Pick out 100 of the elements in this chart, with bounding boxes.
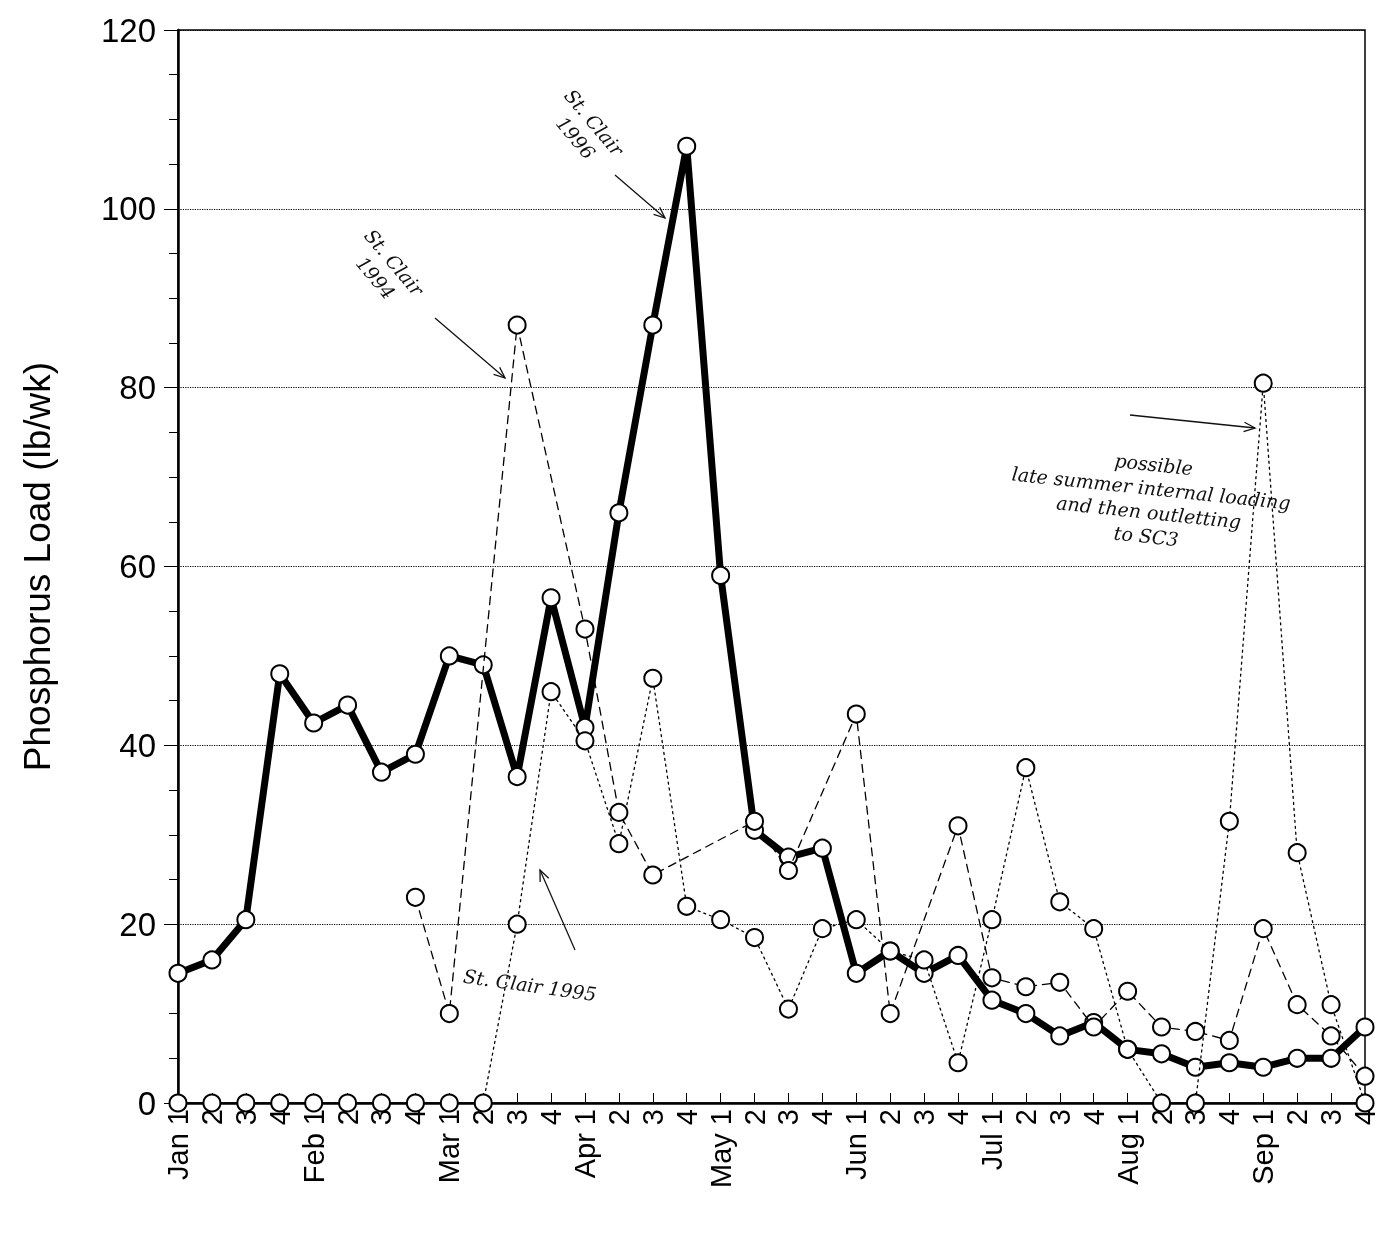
x-tick-label: Sep 1 <box>1247 1109 1280 1185</box>
point <box>609 802 629 822</box>
x-tick-label: Feb 1 <box>297 1109 330 1184</box>
point <box>643 315 663 335</box>
point <box>1219 811 1239 831</box>
x-tick-label: 3 <box>908 1109 941 1126</box>
x-tick-label: Apr 1 <box>568 1109 601 1179</box>
x-tick-label: 4 <box>806 1109 839 1126</box>
point <box>1321 995 1341 1015</box>
x-tick-label: 4 <box>1077 1109 1110 1126</box>
point <box>846 704 866 724</box>
x-tick-label: Jan 1 <box>162 1109 194 1180</box>
x-tick-label: 3 <box>772 1109 805 1126</box>
x-tick-label: 4 <box>1349 1109 1381 1126</box>
point <box>1219 1030 1239 1050</box>
point <box>1152 1017 1172 1037</box>
x-tick-label: 2 <box>738 1109 771 1126</box>
x-tick-label: 4 <box>399 1109 432 1126</box>
point <box>473 655 493 675</box>
x-tick-label: 2 <box>1145 1109 1178 1126</box>
annotation: St. Clair 1995 <box>462 964 598 1006</box>
y-tick-label: 20 <box>119 905 156 943</box>
point <box>439 1004 459 1024</box>
point <box>1287 1048 1307 1068</box>
point <box>948 1053 968 1073</box>
y-tick-label: 100 <box>100 190 156 228</box>
point <box>609 834 629 854</box>
x-tick-label: 2 <box>874 1109 907 1126</box>
x-tick-label: 4 <box>263 1109 296 1126</box>
x-tick-label: 3 <box>1043 1109 1076 1126</box>
y-tick-label: 60 <box>119 548 156 585</box>
point <box>372 762 391 782</box>
point <box>982 968 1002 988</box>
point <box>1185 1057 1205 1077</box>
x-tick-label: 2 <box>1009 1109 1042 1126</box>
x-tick-label: 3 <box>636 1109 669 1126</box>
point <box>1253 919 1273 939</box>
point <box>507 914 527 934</box>
point <box>304 713 324 733</box>
x-tick-label: 3 <box>1179 1109 1212 1126</box>
point <box>1050 972 1070 992</box>
point <box>609 503 629 523</box>
point <box>405 887 425 907</box>
point <box>948 945 968 965</box>
x-tick-label: Jul 1 <box>975 1109 1008 1171</box>
point <box>1016 977 1036 997</box>
point <box>1185 1021 1205 1041</box>
annotation: possible late summer internal loading and then outletting to SC3 <box>1010 449 1292 551</box>
point <box>812 838 832 858</box>
point <box>575 619 595 639</box>
point <box>711 565 731 585</box>
y-tick-label: 0 <box>137 1084 156 1122</box>
point <box>405 1093 425 1113</box>
point <box>812 919 832 939</box>
point <box>507 315 527 335</box>
x-tick-label: 3 <box>229 1109 262 1126</box>
point <box>270 1093 290 1113</box>
point <box>541 682 561 702</box>
point <box>507 767 527 787</box>
y-tick-label: 40 <box>119 726 156 764</box>
y-tick-label: 120 <box>100 11 156 49</box>
x-tick-label: Aug 1 <box>1111 1109 1144 1185</box>
point <box>270 664 290 684</box>
point <box>1321 1026 1341 1046</box>
x-tick-label: May 1 <box>704 1109 737 1188</box>
x-tick-label: 2 <box>195 1109 228 1126</box>
point <box>1253 1057 1273 1077</box>
x-tick-label: 3 <box>501 1109 534 1126</box>
point <box>338 695 358 715</box>
point <box>405 744 425 764</box>
point <box>1016 758 1036 778</box>
point <box>880 1004 900 1024</box>
point <box>778 861 798 881</box>
point <box>846 963 866 983</box>
point <box>1118 981 1138 1001</box>
point <box>1050 1026 1070 1046</box>
y-axis-title: Phosphorus Load (lb/wk) <box>17 361 58 772</box>
point <box>982 910 1002 930</box>
point <box>202 950 222 970</box>
point <box>1321 1048 1341 1068</box>
point <box>1050 892 1070 912</box>
point <box>1355 1017 1375 1037</box>
point <box>541 588 561 608</box>
point <box>1355 1066 1375 1086</box>
point <box>711 910 731 930</box>
x-tick-label: 2 <box>331 1109 364 1126</box>
point <box>1355 1093 1375 1113</box>
point <box>677 896 697 916</box>
point <box>1219 1053 1239 1073</box>
x-tick-label: 3 <box>1315 1109 1348 1126</box>
point <box>1016 1004 1036 1024</box>
point <box>439 646 459 666</box>
x-tick-label: 2 <box>467 1109 500 1126</box>
point <box>778 999 798 1019</box>
x-tick-label: 2 <box>1281 1109 1314 1126</box>
x-tick-label: 2 <box>602 1109 635 1126</box>
point <box>745 928 765 948</box>
point <box>1287 843 1307 863</box>
point <box>643 668 663 688</box>
point <box>982 990 1002 1010</box>
